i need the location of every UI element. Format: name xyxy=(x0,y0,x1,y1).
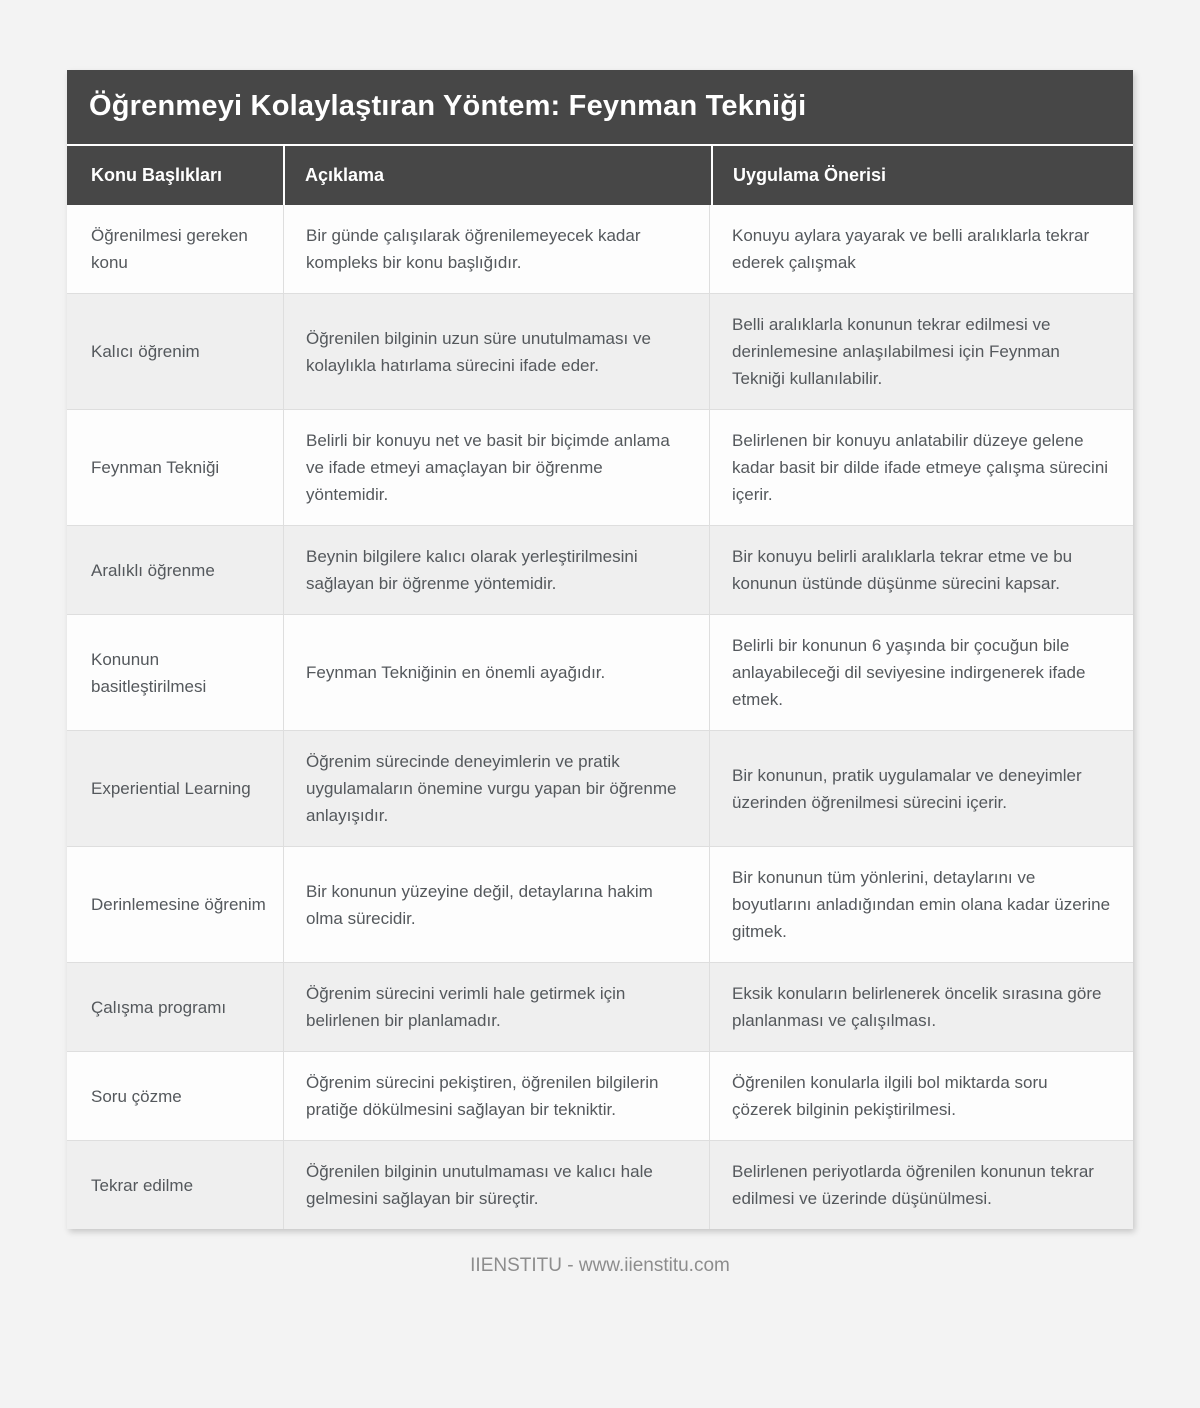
row-description-text: Belirli bir konuyu net ve basit bir biçi… xyxy=(283,409,709,525)
table-row: Kalıcı öğrenim Öğrenilen bilginin uzun s… xyxy=(67,293,1133,409)
row-description-text: Bir günde çalışılarak öğrenilemeyecek ka… xyxy=(283,205,709,293)
table-row: Derinlemesine öğrenim Bir konunun yüzeyi… xyxy=(67,846,1133,962)
row-suggestion-text: Bir konunun tüm yönlerini, detaylarını v… xyxy=(709,846,1133,962)
table-row: Tekrar edilme Öğrenilen bilginin unutulm… xyxy=(67,1140,1133,1229)
table-header-row: Konu Başlıkları Açıklama Uygulama Öneris… xyxy=(67,144,1133,205)
column-header-uygulama-onerisi: Uygulama Önerisi xyxy=(713,146,1133,205)
row-topic-label: Soru çözme xyxy=(67,1051,283,1140)
row-suggestion-text: Konuyu aylara yayarak ve belli aralıklar… xyxy=(709,205,1133,293)
row-description-text: Öğrenim sürecini verimli hale getirmek i… xyxy=(283,962,709,1051)
row-topic-label: Konunun basitleştirilmesi xyxy=(67,614,283,730)
row-suggestion-text: Belirli bir konunun 6 yaşında bir çocuğu… xyxy=(709,614,1133,730)
table-row: Aralıklı öğrenme Beynin bilgilere kalıcı… xyxy=(67,525,1133,614)
page-title: Öğrenmeyi Kolaylaştıran Yöntem: Feynman … xyxy=(67,70,1133,144)
row-description-text: Feynman Tekniğinin en önemli ayağıdır. xyxy=(283,614,709,730)
row-topic-label: Tekrar edilme xyxy=(67,1140,283,1229)
row-topic-label: Öğrenilmesi gereken konu xyxy=(91,226,248,272)
row-suggestion-text: Belli aralıklarla konunun tekrar edilmes… xyxy=(709,293,1133,409)
row-suggestion-text: Eksik konuların belirlenerek öncelik sır… xyxy=(709,962,1133,1051)
row-topic-label: Feynman Tekniği xyxy=(67,409,283,525)
row-topic-label: Derinlemesine öğrenim xyxy=(67,846,283,962)
row-suggestion-text: Öğrenilen konularla ilgili bol miktarda … xyxy=(709,1051,1133,1140)
table-row: Öğrenilmesi gereken konu Bir günde çalış… xyxy=(67,205,1133,293)
footer-text: IIENSTITU - www.iienstitu.com xyxy=(470,1255,730,1276)
row-description-text: Öğrenilen bilginin unutulmaması ve kalıc… xyxy=(283,1140,709,1229)
column-header-aciklama: Açıklama xyxy=(285,146,711,205)
row-suggestion-text: Belirlenen periyotlarda öğrenilen konunu… xyxy=(709,1140,1133,1229)
row-topic-label: Kalıcı öğrenim xyxy=(67,293,283,409)
row-description-text: Öğrenilen bilginin uzun süre unutulmamas… xyxy=(283,293,709,409)
column-header-konu-basliklari: Konu Başlıkları xyxy=(67,146,283,205)
row-description-text: Öğrenim sürecini pekiştiren, öğrenilen b… xyxy=(283,1051,709,1140)
row-topic-label: Experiential Learning xyxy=(67,730,283,846)
table-row: Konunun basitleştirilmesi Feynman Tekniğ… xyxy=(67,614,1133,730)
row-description-text: Öğrenim sürecinde deneyimlerin ve pratik… xyxy=(283,730,709,846)
row-suggestion-text: Bir konuyu belirli aralıklarla tekrar et… xyxy=(709,525,1133,614)
row-topic-label: Aralıklı öğrenme xyxy=(67,525,283,614)
table-body: Öğrenilmesi gereken konu Bir günde çalış… xyxy=(67,205,1133,1229)
table-row: Feynman Tekniği Belirli bir konuyu net v… xyxy=(67,409,1133,525)
table-row: Experiential Learning Öğrenim sürecinde … xyxy=(67,730,1133,846)
row-topic-label: Çalışma programı xyxy=(67,962,283,1051)
row-suggestion-text: Belirlenen bir konuyu anlatabilir düzeye… xyxy=(709,409,1133,525)
table-row: Soru çözme Öğrenim sürecini pekiştiren, … xyxy=(67,1051,1133,1140)
row-description-text: Bir konunun yüzeyine değil, detaylarına … xyxy=(283,846,709,962)
table-row: Çalışma programı Öğrenim sürecini veriml… xyxy=(67,962,1133,1051)
row-suggestion-text: Bir konunun, pratik uygulamalar ve deney… xyxy=(709,730,1133,846)
feynman-table-card: Öğrenmeyi Kolaylaştıran Yöntem: Feynman … xyxy=(67,70,1133,1229)
row-description-text: Beynin bilgilere kalıcı olarak yerleştir… xyxy=(283,525,709,614)
